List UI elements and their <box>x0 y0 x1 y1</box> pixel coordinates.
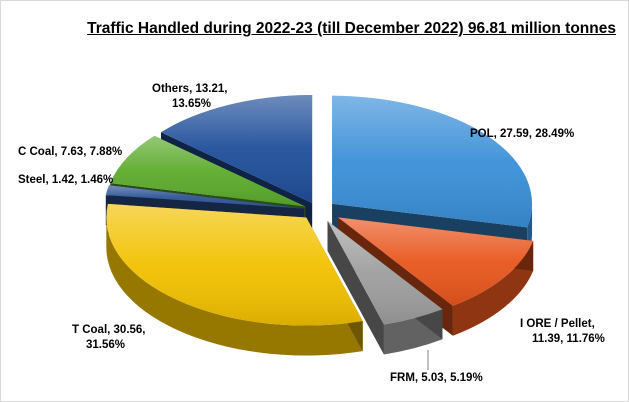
pie-slice-frm <box>327 220 443 355</box>
data-label-others: Others, 13.21, 13.65% <box>152 83 227 110</box>
data-label-t-coal: T Coal, 30.56, 31.56% <box>72 324 146 351</box>
data-label-c-coal: C Coal, 7.63, 7.88% <box>18 146 122 158</box>
pie-slice-highlight <box>337 217 534 306</box>
pie-slice-highlight <box>160 94 313 203</box>
pie-slice-highlight <box>327 220 443 325</box>
pie-slice-side <box>106 217 363 356</box>
pie-slice-cut-face <box>327 220 384 355</box>
data-label-frm: FRM, 5.03, 5.19% <box>390 372 483 384</box>
pie-slice-highlight <box>110 135 306 207</box>
data-label-i-ore-pellet: I ORE / Pellet, 11.39, 11.76% <box>520 318 605 345</box>
pie-slice-t-coal <box>106 203 363 356</box>
pie-slice-highlight <box>105 185 305 209</box>
pie-slice-side <box>452 240 534 336</box>
chart-title: Traffic Handled during 2022-23 (till Dec… <box>87 20 616 37</box>
data-label-steel: Steel, 1.42, 1.46% <box>18 174 113 186</box>
pie-slice-highlight <box>332 95 533 228</box>
pie-slice-highlight <box>106 203 363 326</box>
data-label-pol: POL, 27.59, 28.49% <box>470 128 574 140</box>
